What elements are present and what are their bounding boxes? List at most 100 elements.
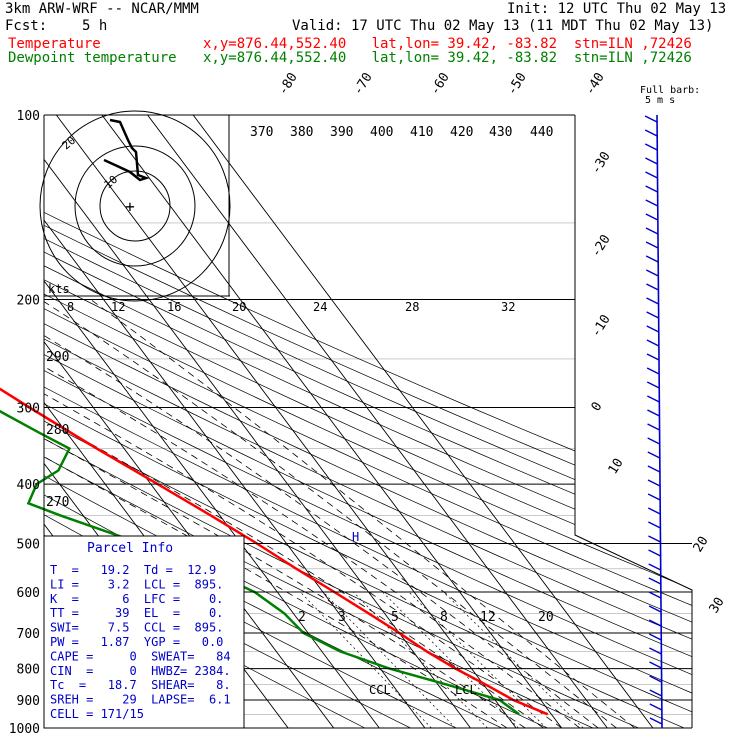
parcel-info-row: CIN = 0 HWBZ= 2384. [50, 664, 231, 678]
hodograph-trace [103, 118, 150, 182]
isotherm-label: 10 [606, 456, 627, 477]
wind-barb [645, 199, 659, 207]
legend-dewpoint: Dewpoint temperature [8, 50, 177, 66]
wind-barb [646, 339, 660, 347]
location-line-dewpoint: x,y=876.44,552.40 lat,lon= 39.42, -83.82… [203, 50, 692, 66]
mixing-ratio-line [322, 591, 456, 728]
pressure-label: 400 [17, 478, 40, 493]
dry-adiabat [44, 115, 692, 728]
wind-barb [648, 619, 662, 627]
temperature-line [0, 387, 549, 716]
hodograph-speed-label: 12 [111, 300, 125, 314]
wind-barb [646, 353, 660, 361]
parcel-info-row: TT = 39 EL = 0. [50, 606, 223, 620]
mixing-ratio-label: 12 [480, 610, 496, 625]
forecast-hour: 5 h [82, 18, 108, 34]
barb-legend-units: 5 m s [645, 95, 675, 106]
isotherm-line [0, 115, 15, 728]
wind-barb [646, 283, 659, 291]
theta-label: 440 [530, 125, 553, 140]
legend-temperature: Temperature [8, 36, 101, 52]
isotherm-line [44, 115, 335, 728]
parcel-info-panel: Parcel Info T = 19.2 Td = 12.9LI = 3.2 LC… [43, 535, 245, 729]
dry-adiabat [44, 115, 692, 728]
wind-barb [645, 157, 658, 165]
wind-barb [644, 129, 658, 137]
wind-barb [645, 213, 659, 221]
dry-adiabat [44, 115, 692, 728]
pressure-label: 800 [17, 663, 40, 678]
pressure-label: 1000 [9, 722, 40, 737]
hodograph-center-mark: + [125, 197, 135, 216]
mixing-ratio-line [408, 591, 547, 728]
pressure-label: 300 [17, 401, 40, 416]
isotherm-label: -80 [276, 70, 301, 98]
wind-barb [647, 437, 660, 445]
hodograph-ring [99, 170, 171, 242]
mixing-ratio-label: 20 [538, 610, 554, 625]
isotherm-label: -50 [505, 70, 530, 98]
wind-barb [647, 493, 661, 501]
dry-adiabat [44, 115, 685, 728]
hodograph-speed-label: 28 [405, 300, 419, 314]
theta-label: 400 [370, 125, 393, 140]
mixing-ratio-line [443, 591, 584, 728]
wind-barb [644, 143, 658, 151]
moist-adiabat [44, 299, 562, 728]
mixing-ratio-label: 2 [298, 610, 306, 625]
parcel-info-row: CELL = 171/15 [50, 707, 144, 721]
wind-barb [647, 465, 661, 473]
wind-barb [646, 367, 660, 375]
dry-adiabat [44, 115, 594, 728]
theta-label: 410 [410, 125, 433, 140]
wind-barb [647, 507, 661, 515]
isotherm-line [101, 115, 563, 728]
hodograph-speed-label: 16 [167, 300, 181, 314]
isotherm-label: 0 [589, 400, 606, 415]
hodograph-speed-label: 32 [501, 300, 515, 314]
wind-barb [649, 647, 662, 655]
hodograph-units-label: kts [48, 282, 70, 296]
hodograph-ring-label: 20 [60, 134, 79, 152]
parcel-info-row: SWI= 7.5 CCL = 895. [50, 621, 223, 635]
parcel-marker: H [352, 530, 359, 544]
theta-side-label: 290 [46, 350, 69, 365]
dewpoint-line [0, 409, 520, 716]
wind-barb [648, 549, 661, 557]
mixing-ratio-line [300, 591, 432, 728]
dry-adiabat [44, 115, 692, 728]
pressure-label: 700 [17, 627, 40, 642]
theta-label: 420 [450, 125, 473, 140]
pressure-label: 200 [17, 294, 40, 309]
dry-adiabat [44, 115, 692, 728]
model-title: 3km ARW-WRF -- NCAR/MMM [5, 1, 199, 17]
forecast-label: Fcst: [5, 18, 48, 34]
wind-barb [649, 717, 663, 725]
wind-barb [647, 423, 660, 431]
pressure-label: 500 [17, 537, 40, 552]
pressure-label: 600 [17, 586, 40, 601]
wind-barb [647, 395, 660, 403]
parcel-info-row: PW = 1.87 YGP = 0.0 [50, 635, 223, 649]
wind-barb [649, 661, 662, 669]
mixing-ratio-label: 8 [440, 610, 448, 625]
theta-label: 370 [250, 125, 273, 140]
dry-adiabat [44, 115, 692, 728]
dry-adiabat [44, 115, 692, 728]
hodograph-speed-label: 24 [313, 300, 327, 314]
wind-barb [646, 381, 660, 389]
plot-edge [574, 115, 693, 728]
parcel-info-row: CAPE = 0 SWEAT= 84 [50, 649, 231, 663]
isotherm-label: -70 [351, 70, 376, 98]
isotherm-label: -10 [589, 312, 614, 340]
theta-side-label: 270 [46, 495, 69, 510]
wind-barb [644, 115, 658, 123]
dry-adiabat [44, 115, 692, 728]
dry-adiabat [44, 115, 692, 728]
dry-adiabat [44, 115, 692, 728]
isotherm-label: -60 [428, 70, 453, 98]
theta-label: 390 [330, 125, 353, 140]
parcel-info-row: LI = 3.2 LCL = 895. [50, 577, 223, 591]
wind-barb [645, 171, 658, 179]
theta-label: 430 [489, 125, 512, 140]
